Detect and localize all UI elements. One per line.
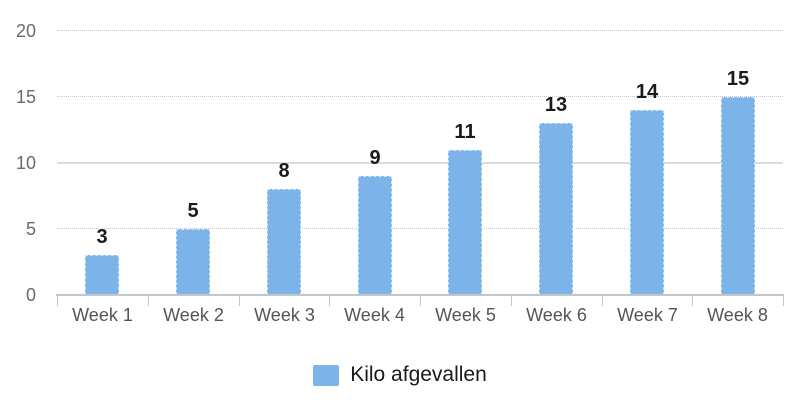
x-axis-tick bbox=[692, 296, 693, 306]
legend[interactable]: Kilo afgevallen bbox=[0, 360, 800, 390]
x-axis-tick bbox=[239, 296, 240, 306]
bar[interactable] bbox=[176, 229, 210, 295]
x-axis-tick bbox=[148, 296, 149, 306]
bar-value-label: 15 bbox=[726, 68, 750, 90]
x-axis-tick bbox=[602, 296, 603, 306]
bar-value-label: 5 bbox=[187, 200, 199, 222]
bar[interactable] bbox=[539, 123, 573, 295]
bar[interactable] bbox=[85, 255, 119, 295]
y-axis-tick-label: 0 bbox=[25, 285, 36, 305]
y-axis-tick-label: 10 bbox=[15, 153, 36, 173]
legend-series-label: Kilo afgevallen bbox=[350, 363, 487, 386]
legend-swatch-icon bbox=[313, 364, 340, 386]
x-axis-tick bbox=[783, 296, 784, 306]
gridline bbox=[57, 228, 783, 229]
y-axis-tick-label: 5 bbox=[25, 219, 36, 239]
bar-value-label: 14 bbox=[635, 81, 659, 103]
bar-value-label: 13 bbox=[544, 94, 568, 116]
x-axis-tick bbox=[57, 296, 58, 306]
x-axis-tick bbox=[329, 296, 330, 306]
bar[interactable] bbox=[630, 110, 664, 295]
x-axis-label: Week 7 bbox=[617, 305, 678, 325]
bar[interactable] bbox=[721, 97, 755, 295]
x-axis-label: Week 4 bbox=[344, 305, 405, 325]
x-axis-tick bbox=[511, 296, 512, 306]
x-axis-label: Week 5 bbox=[435, 305, 496, 325]
bar-value-label: 3 bbox=[96, 226, 108, 248]
y-axis-tick-label: 15 bbox=[15, 87, 36, 107]
gridline bbox=[57, 30, 783, 31]
x-axis-label: Week 2 bbox=[163, 305, 224, 325]
x-axis-label: Week 8 bbox=[707, 305, 768, 325]
x-axis-label: Week 3 bbox=[254, 305, 315, 325]
gridline bbox=[57, 162, 783, 164]
x-axis-line bbox=[56, 294, 784, 296]
x-axis-label: Week 1 bbox=[72, 305, 133, 325]
gridline bbox=[57, 96, 783, 97]
bar-value-label: 11 bbox=[454, 121, 476, 143]
y-axis-tick-label: 20 bbox=[15, 21, 36, 41]
bar[interactable] bbox=[358, 176, 392, 295]
x-axis-label: Week 6 bbox=[526, 305, 587, 325]
bar-value-label: 9 bbox=[369, 147, 381, 169]
bar[interactable] bbox=[267, 189, 301, 295]
plot-area: 0 5 10 15 20 3 5 8 9 11 13 14 15 bbox=[15, 21, 783, 304]
x-axis-tick bbox=[420, 296, 421, 306]
bar[interactable] bbox=[448, 150, 482, 295]
bar-value-label: 8 bbox=[278, 160, 290, 182]
